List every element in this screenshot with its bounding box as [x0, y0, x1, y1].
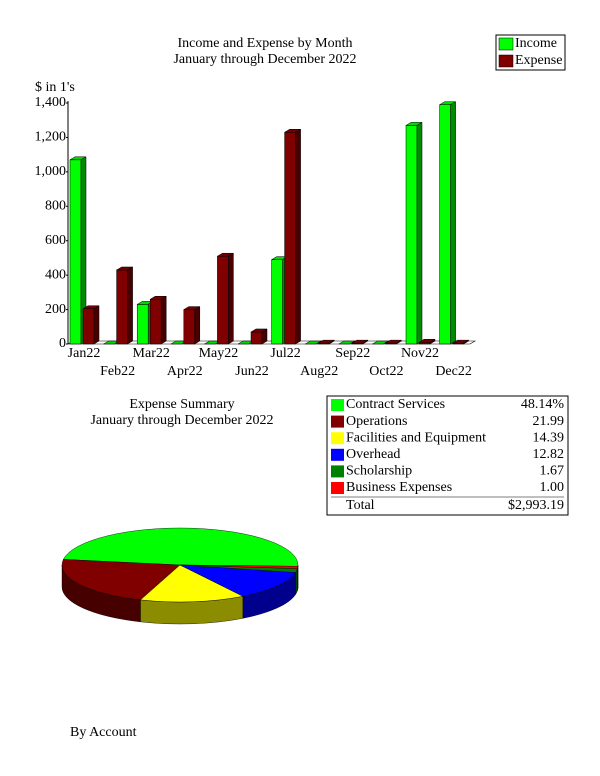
legend-swatch	[331, 482, 344, 494]
bar-front	[149, 298, 162, 345]
pie-slice	[140, 564, 244, 603]
legend-table	[326, 395, 569, 516]
y-tick-label: 200	[45, 302, 66, 317]
bar-front	[418, 342, 431, 345]
pie-slice	[179, 564, 296, 597]
x-tick-label: Feb22	[100, 364, 135, 379]
legend-label: Overhead	[346, 447, 400, 462]
legend-swatch	[498, 54, 514, 68]
bar-side	[194, 306, 201, 345]
pie-subtitle: January through December 2022	[90, 413, 273, 428]
legend-value: 48.14%	[521, 397, 565, 412]
bar-side	[416, 121, 423, 345]
x-tick-label: Mar22	[133, 346, 170, 361]
legend-label: Facilities and Equipment	[346, 430, 486, 445]
legend-value: 21.99	[533, 414, 565, 429]
bar-side	[383, 340, 389, 345]
bar-side	[349, 340, 355, 345]
legend-swatch	[331, 432, 344, 445]
bar-front	[183, 309, 196, 345]
legend-value: 14.39	[533, 430, 565, 445]
bar-side	[160, 295, 167, 345]
bar-side	[396, 339, 402, 345]
bar-front	[284, 132, 296, 345]
bar-side	[93, 305, 100, 345]
y-tick-label: 800	[45, 199, 66, 214]
bar-side	[362, 339, 369, 345]
bar-title: Income and Expense by Month	[178, 36, 353, 51]
x-tick-label: Apr22	[167, 364, 203, 379]
y-tick-label: 400	[45, 267, 66, 282]
legend-value: 1.67	[540, 464, 565, 479]
legend-swatch	[331, 448, 344, 461]
bar-side	[429, 338, 436, 345]
legend-swatch	[331, 465, 344, 478]
bar-side	[316, 340, 322, 345]
y-tick-label: 1,200	[35, 130, 67, 145]
bar-side	[127, 266, 133, 345]
bar-front	[250, 331, 263, 345]
legend-label: Operations	[346, 414, 407, 429]
pie-title: Expense Summary	[129, 397, 234, 412]
y-axis-label: $ in 1's	[35, 80, 75, 95]
bar-side	[328, 339, 335, 345]
y-tick-label: 0	[59, 336, 66, 351]
bar-side	[463, 339, 469, 345]
x-tick-label: Dec22	[435, 364, 472, 379]
legend-label: Business Expenses	[346, 480, 452, 495]
x-tick-label: Nov22	[401, 346, 439, 361]
bar-front	[69, 159, 82, 345]
x-tick-label: Oct22	[369, 364, 403, 379]
y-tick-label: 600	[45, 233, 66, 248]
bar-side	[295, 128, 301, 345]
pie-side	[295, 568, 298, 596]
x-tick-label: May22	[199, 346, 239, 361]
pie-slice	[61, 559, 181, 601]
legend-label: Scholarship	[346, 464, 412, 479]
legend-swatch	[498, 37, 514, 51]
bar-side	[261, 328, 268, 345]
x-tick-label: Sep22	[335, 346, 370, 361]
legend-value: 12.82	[533, 447, 565, 462]
pie-slice	[179, 564, 299, 569]
x-tick-label: Jul22	[270, 346, 300, 361]
legend-label: Income	[515, 36, 557, 51]
bar-front	[439, 104, 451, 345]
legend-value: 1.00	[540, 480, 565, 495]
bar-front	[136, 304, 149, 345]
bar-front	[271, 259, 283, 345]
pie-slice	[63, 527, 299, 567]
legend-label: Contract Services	[346, 397, 445, 412]
legend-swatch	[331, 415, 344, 428]
x-tick-label: Aug22	[300, 364, 338, 379]
x-tick-label: Jan22	[68, 346, 101, 361]
bar-front	[116, 269, 128, 345]
bar-side	[228, 252, 234, 345]
bar-side	[450, 101, 456, 345]
legend-swatch	[331, 399, 344, 411]
x-tick-label: Jun22	[235, 364, 268, 379]
bar-front	[217, 255, 229, 345]
y-tick-label: 1,000	[35, 164, 67, 179]
bar-front	[405, 125, 418, 345]
y-tick-label: 1,400	[35, 95, 67, 110]
footer: By Account	[70, 725, 137, 740]
legend-label: Expense	[515, 53, 562, 68]
total-value: $2,993.19	[508, 498, 564, 513]
total-label: Total	[346, 498, 375, 513]
bar-front	[82, 308, 95, 345]
bar-subtitle: January through December 2022	[173, 52, 356, 67]
